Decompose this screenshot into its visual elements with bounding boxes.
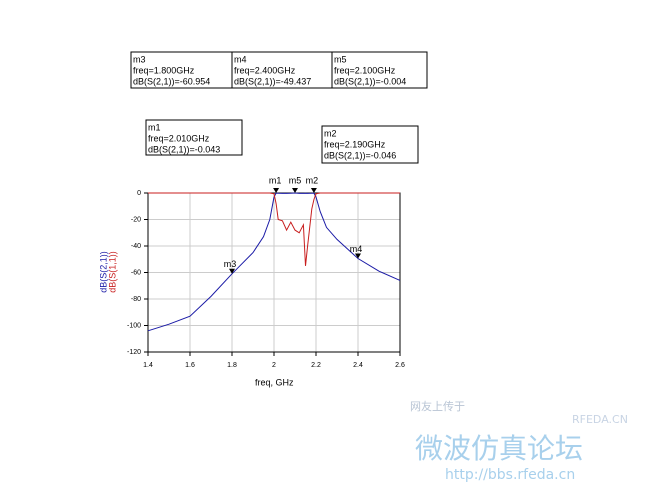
marker-reading: dB(S(2,1))=-0.004 <box>334 76 406 86</box>
marker-label: m5 <box>289 175 302 185</box>
marker-box-name: m5 <box>334 54 347 64</box>
x-axis-label: freq, GHz <box>255 377 294 387</box>
marker-freq: freq=1.800GHz <box>133 65 195 75</box>
marker-box <box>321 125 419 164</box>
marker-box <box>231 51 333 89</box>
marker-label: m1 <box>269 175 282 185</box>
marker-reading: dB(S(2,1))=-0.046 <box>324 150 396 160</box>
x-tick-label: 2.4 <box>353 362 363 369</box>
legend-label: dB(S(1,1)) <box>107 251 117 293</box>
marker-freq: freq=2.190GHz <box>324 139 386 149</box>
marker-box-name: m3 <box>133 54 146 64</box>
marker <box>310 188 317 194</box>
x-tick-label: 2 <box>272 362 276 369</box>
marker-box-name: m2 <box>324 128 337 138</box>
plot-frame <box>147 192 401 353</box>
marker-box-name: m4 <box>234 54 247 64</box>
y-tick-label: -40 <box>131 243 141 250</box>
marker-label: m2 <box>306 175 319 185</box>
x-tick-label: 1.6 <box>185 362 195 369</box>
marker-freq: freq=2.010GHz <box>148 133 210 143</box>
series-line <box>148 192 400 266</box>
marker-box <box>130 51 233 89</box>
marker-label: m3 <box>224 259 237 269</box>
y-tick-label: -120 <box>127 349 141 356</box>
marker-reading: dB(S(2,1))=-0.043 <box>148 144 220 154</box>
y-tick-label: -80 <box>131 296 141 303</box>
marker-reading: dB(S(2,1))=-49.437 <box>234 76 311 86</box>
marker-freq: freq=2.100GHz <box>334 65 396 75</box>
x-tick-label: 1.4 <box>143 362 153 369</box>
marker-freq: freq=2.400GHz <box>234 65 296 75</box>
watermark-brand: RFEDA.CN <box>572 413 628 426</box>
marker-box-name: m1 <box>148 122 161 132</box>
watermark-url: http://bbs.rfeda.cn <box>445 467 575 483</box>
legend-label: dB(S(2,1)) <box>98 251 108 293</box>
series-line <box>147 192 401 332</box>
marker-reading: dB(S(2,1))=-60.954 <box>133 76 210 86</box>
marker-box <box>331 51 428 89</box>
x-tick-label: 1.8 <box>227 362 237 369</box>
y-tick-label: 0 <box>137 190 141 197</box>
watermark-forum: 微波仿真论坛 <box>415 432 583 465</box>
y-tick-label: -20 <box>131 216 141 223</box>
x-tick-label: 2.6 <box>395 362 405 369</box>
y-tick-label: -60 <box>131 269 141 276</box>
y-tick-label: -100 <box>127 322 141 329</box>
marker <box>292 188 298 194</box>
marker <box>273 188 280 194</box>
marker <box>355 253 361 259</box>
marker-box <box>145 119 243 156</box>
x-tick-label: 2.2 <box>311 362 321 369</box>
marker <box>229 268 235 274</box>
marker-label: m4 <box>350 244 363 254</box>
watermark-upload: 网友上传于 <box>410 399 465 413</box>
